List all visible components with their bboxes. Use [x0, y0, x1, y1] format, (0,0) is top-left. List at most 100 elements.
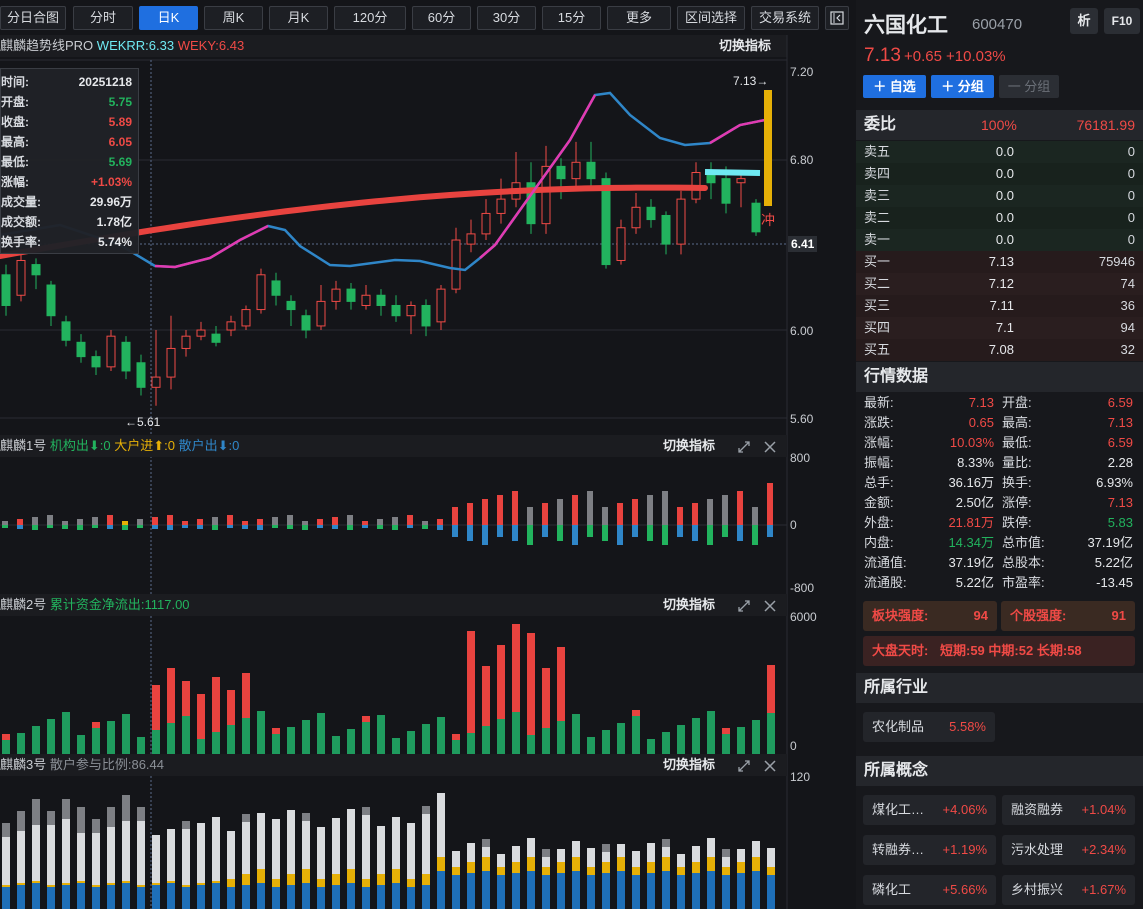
tab-more[interactable]: 更多 — [607, 6, 671, 30]
tab-30min[interactable]: 30分 — [477, 6, 536, 30]
tooltip-label: 成交额: — [1, 215, 41, 229]
tab-15min[interactable]: 15分 — [542, 6, 601, 30]
market-data-row: 流通股: 5.22亿 市盈率: -13.45 — [856, 573, 1143, 593]
limit-up-label: 冲 — [761, 212, 775, 228]
concept-tag[interactable]: 煤化工… +4.06% — [863, 795, 996, 825]
order-book-row[interactable]: 买一 7.13 75946 — [856, 251, 1143, 273]
order-book-row[interactable]: 卖五 0.0 0 — [856, 141, 1143, 163]
panel3-bar — [332, 885, 340, 909]
panel3-bar — [122, 795, 130, 821]
panel2-bar — [182, 716, 190, 754]
f10-button[interactable]: F10 — [1104, 8, 1140, 34]
panel3-bar — [332, 818, 340, 874]
candle-body — [16, 259, 26, 296]
switch-indicator-button[interactable]: 切换指标 — [718, 38, 771, 53]
panel3-bar — [212, 883, 220, 909]
tab-monthly-k[interactable]: 月K — [269, 6, 328, 30]
tooltip-label: 涨幅: — [1, 175, 29, 189]
market-key: 外盘: — [864, 515, 894, 530]
panel1-bar — [602, 525, 608, 541]
panel3-bar — [392, 869, 400, 883]
panel3-bar — [482, 839, 490, 847]
switch-indicator-button[interactable]: 切换指标 — [662, 438, 715, 453]
quote-panel: 六国化工 600470 析 F10 7.13 +0.65 +10.03% ＋ 自… — [856, 0, 1143, 909]
concept-tag[interactable]: 转融券… +1.19% — [863, 835, 996, 865]
range-select-button[interactable]: 区间选择 — [677, 6, 745, 30]
high-price-marker: 7.13→ — [733, 74, 769, 88]
concept-tag[interactable]: 磷化工 +5.66% — [863, 875, 996, 905]
analyze-button[interactable]: 析 — [1070, 8, 1098, 34]
candle-body — [436, 288, 446, 323]
order-book-row[interactable]: 买二 7.12 74 — [856, 273, 1143, 295]
candle-body — [61, 321, 71, 341]
panel1-bar — [602, 507, 608, 525]
market-key: 市盈率: — [1002, 575, 1045, 590]
candle-body — [46, 284, 56, 317]
expand-icon[interactable] — [737, 758, 751, 776]
tab-combined-chart[interactable]: 分日合图 — [0, 6, 66, 30]
panel3-bar — [47, 825, 55, 885]
candle-body — [31, 264, 41, 276]
switch-indicator-button[interactable]: 切换指标 — [662, 757, 715, 772]
add-watchlist-button[interactable]: ＋ 自选 — [863, 75, 926, 98]
panel2-bar — [692, 718, 700, 754]
switch-indicator-button[interactable]: 切换指标 — [662, 597, 715, 612]
market-key: 总股本: — [1002, 555, 1045, 570]
panel3-bar — [572, 871, 580, 909]
panel3-bar — [92, 885, 100, 887]
add-group-button[interactable]: ＋ 分组 — [931, 75, 994, 98]
panel3-bar — [62, 799, 70, 819]
tab-60min[interactable]: 60分 — [412, 6, 471, 30]
panel3-bar — [17, 811, 25, 831]
order-level: 卖五 — [864, 144, 891, 159]
concept-tag[interactable]: 污水处理 +2.34% — [1002, 835, 1135, 865]
tab-120min[interactable]: 120分 — [334, 6, 406, 30]
order-book-row[interactable]: 卖一 0.0 0 — [856, 229, 1143, 251]
panel3-bars — [2, 793, 775, 909]
order-book-row[interactable]: 买三 7.11 36 — [856, 295, 1143, 317]
tab-intraday[interactable]: 分时 — [73, 6, 133, 30]
panel3-bar — [497, 854, 505, 867]
panel1-bar — [707, 525, 713, 545]
market-key: 跌停: — [1002, 515, 1032, 530]
close-icon[interactable] — [763, 758, 777, 776]
remove-group-button[interactable]: 一 分组 — [999, 75, 1059, 98]
panel3-bar — [737, 873, 745, 909]
panel3-bar — [272, 819, 280, 879]
trade-system-button[interactable]: 交易系统 — [751, 6, 819, 30]
tab-weekly-k[interactable]: 周K — [204, 6, 263, 30]
panel1-bar — [752, 525, 758, 545]
order-book-row[interactable]: 卖四 0.0 0 — [856, 163, 1143, 185]
order-book-row[interactable]: 买四 7.1 94 — [856, 317, 1143, 339]
market-value: 6.59 — [1107, 435, 1133, 450]
close-icon[interactable] — [763, 598, 777, 616]
panel2-bar — [482, 666, 490, 726]
market-key: 换手: — [1002, 475, 1032, 490]
tooltip-row: 换手率: 5.74% — [1, 232, 140, 252]
expand-icon[interactable] — [737, 439, 751, 457]
concept-tag[interactable]: 乡村振兴 +1.67% — [1002, 875, 1135, 905]
panel1-bar — [527, 507, 533, 525]
panel3-bar — [227, 879, 235, 887]
collapse-panel-icon[interactable] — [825, 6, 849, 30]
tooltip-value: 1.78亿 — [96, 215, 132, 229]
panel3-bar — [62, 883, 70, 885]
market-key: 涨幅: — [864, 435, 894, 450]
order-book-row[interactable]: 卖二 0.0 0 — [856, 207, 1143, 229]
panel3-bar — [347, 869, 355, 883]
panel1-bar — [62, 525, 68, 529]
institution-out-value: 机构出⬇:0 — [49, 438, 111, 453]
tab-daily-k[interactable]: 日K — [139, 6, 198, 30]
expand-icon[interactable] — [737, 598, 751, 616]
order-book-row[interactable]: 买五 7.08 32 — [856, 339, 1143, 361]
close-icon[interactable] — [763, 439, 777, 457]
panel3-bar — [752, 841, 760, 857]
order-price: 0.0 — [995, 188, 1014, 203]
industry-tag[interactable]: 农化制品 5.58% — [863, 712, 995, 742]
candle-body — [721, 178, 731, 204]
order-book-row[interactable]: 卖三 0.0 0 — [856, 185, 1143, 207]
panel3-bar — [557, 849, 565, 862]
order-level: 卖四 — [864, 166, 891, 181]
concept-tag[interactable]: 融资融券 +1.04% — [1002, 795, 1135, 825]
panel1-bar — [77, 519, 83, 525]
